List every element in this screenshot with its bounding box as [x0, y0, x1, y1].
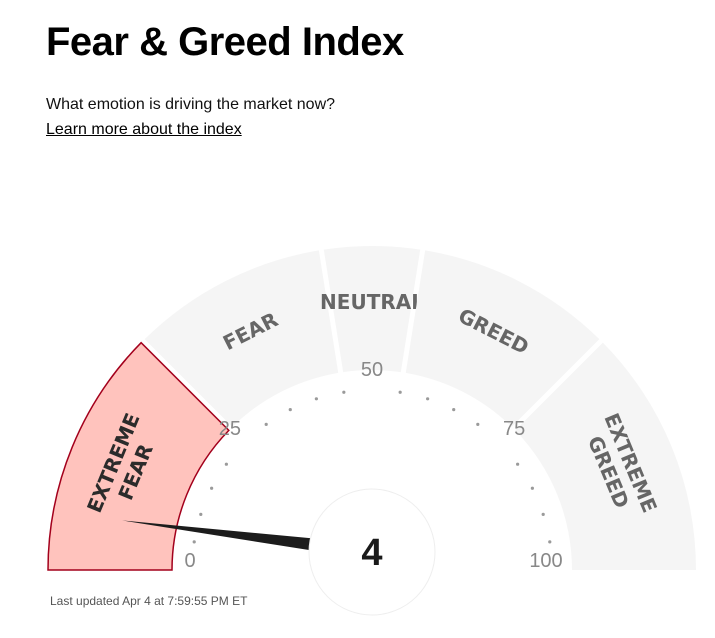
- gauge-segment-neutral: [323, 246, 421, 373]
- gauge-dot: [199, 512, 203, 516]
- gauge-dot: [398, 390, 402, 394]
- gauge-dot: [224, 462, 228, 466]
- gauge-tick-label: 100: [529, 550, 562, 572]
- gauge-segment-extreme-greed: [515, 342, 696, 570]
- gauge-segment-label-neutral: NEUTRAL: [320, 290, 424, 314]
- gauge-tick-label: 25: [219, 418, 241, 440]
- gauge-dot: [288, 408, 292, 412]
- gauge-tick-label: 0: [184, 550, 195, 572]
- gauge-dot: [426, 397, 430, 401]
- gauge-segment-fear: [144, 250, 339, 427]
- gauge-tick-label: 50: [361, 359, 383, 381]
- gauge-dot: [314, 397, 318, 401]
- gauge-segment-label-line: NEUTRAL: [320, 290, 424, 314]
- gauge-dot: [264, 422, 268, 426]
- gauge-dots: [192, 390, 552, 544]
- gauge-dot: [548, 540, 552, 544]
- last-updated-text: Last updated Apr 4 at 7:59:55 PM ET: [50, 594, 248, 608]
- gauge-dot: [210, 486, 214, 490]
- gauge-dot: [342, 390, 346, 394]
- gauge-tick-labels: 0 25 50 75 100: [184, 359, 562, 572]
- gauge-segment-greed: [405, 250, 600, 427]
- gauge-dot: [530, 486, 534, 490]
- gauge-needle: [121, 520, 312, 551]
- gauge-segment-extreme-fear: [47, 341, 230, 571]
- gauge-needle-group: 4: [121, 488, 436, 616]
- gauge-dot: [476, 422, 480, 426]
- gauge-value: 4: [361, 532, 382, 574]
- gauge-dot: [541, 512, 545, 516]
- gauge-hub: [308, 488, 436, 616]
- gauge-dot: [516, 462, 520, 466]
- page-title: Fear & Greed Index: [46, 20, 404, 64]
- learn-more-link[interactable]: Learn more about the index: [46, 121, 242, 138]
- gauge-tick-label: 75: [503, 418, 525, 440]
- page-subtitle: What emotion is driving the market now?: [46, 96, 336, 113]
- gauge-dot: [452, 408, 456, 412]
- gauge-dot: [192, 540, 196, 544]
